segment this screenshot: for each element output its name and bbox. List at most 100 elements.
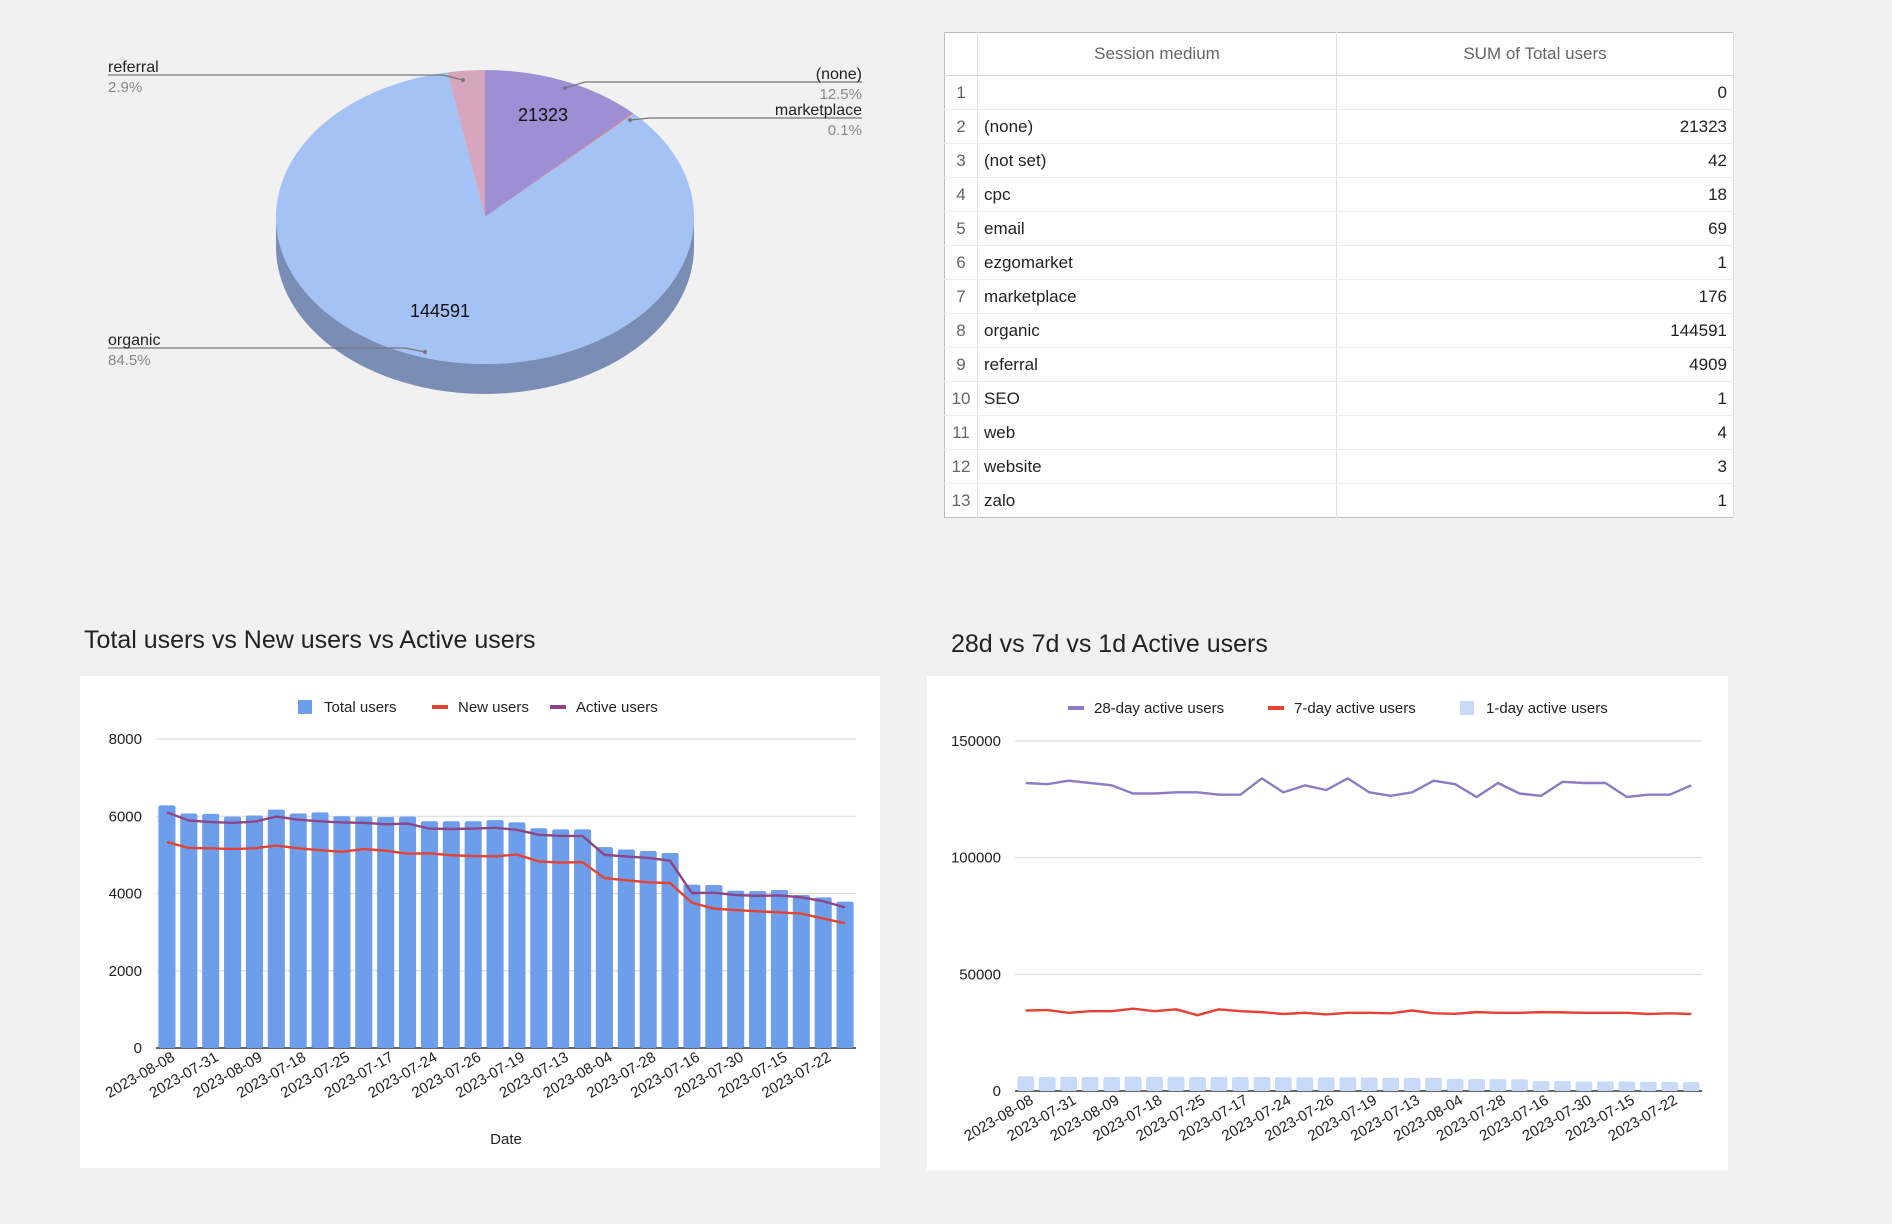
bar-1-day-active-users[interactable] [1382,1077,1400,1091]
bar-total-users[interactable] [639,851,657,1048]
active-users-28d-7d-1d-svg: 0 50000 100000 150000 28-day active users 7-d… [951,700,1702,1145]
bar-total-users[interactable] [464,821,482,1048]
total-users-cell: 4909 [1336,347,1734,382]
total-new-active-svg: 0 2000 4000 6000 8000 Total users New users Act… [103,699,856,1148]
bar-1-day-active-users[interactable] [1532,1081,1550,1091]
bar-total-users[interactable] [814,897,832,1048]
bar-1-day-active-users[interactable] [1425,1077,1443,1091]
column-header-total-users[interactable]: SUM of Total users [1336,32,1734,76]
bar-total-users[interactable] [442,821,460,1048]
bar-total-users[interactable] [530,828,548,1048]
bar-total-users[interactable] [399,816,417,1048]
bar-total-users[interactable] [245,815,263,1048]
bar-total-users[interactable] [705,885,723,1048]
bar-total-users[interactable] [311,812,329,1048]
bar-1-day-active-users[interactable] [1081,1077,1099,1091]
bar-1-day-active-users[interactable] [1317,1077,1335,1091]
table-row[interactable]: 7 marketplace 176 [944,279,1734,314]
bar-total-users[interactable] [267,809,285,1048]
bar-total-users[interactable] [420,821,438,1048]
bar-1-day-active-users[interactable] [1597,1081,1614,1091]
bar-1-day-active-users[interactable] [1575,1081,1593,1091]
bar-total-users[interactable] [683,884,701,1048]
table-row[interactable]: 11 web 4 [944,415,1734,450]
bar-total-users[interactable] [289,813,307,1048]
legend-label-7-day-active-users[interactable]: 7-day active users [1294,700,1416,717]
line-new-users[interactable] [166,840,846,925]
bar-total-users[interactable] [180,813,198,1048]
legend-label-new-users[interactable]: New users [458,699,529,716]
bar-total-users[interactable] [836,901,854,1048]
line-28-day-active-users[interactable] [1025,777,1692,799]
bar-1-day-active-users[interactable] [1124,1076,1142,1091]
table-row[interactable]: 10 SEO 1 [944,381,1734,416]
line-active-users[interactable] [166,811,846,909]
bar-1-day-active-users[interactable] [1060,1076,1078,1091]
bar-total-users[interactable] [508,822,526,1048]
bar-total-users[interactable] [595,847,613,1048]
bar-1-day-active-users[interactable] [1210,1077,1228,1091]
bar-total-users[interactable] [727,890,745,1048]
pie-slice-organic[interactable] [275,72,694,364]
bar-1-day-active-users[interactable] [1554,1081,1571,1091]
bar-total-users[interactable] [158,805,176,1048]
column-header-session-medium[interactable]: Session medium [977,32,1337,76]
table-row[interactable]: 9 referral 4909 [944,347,1734,382]
bar-total-users[interactable] [617,849,635,1048]
bar-1-day-active-users[interactable] [1639,1081,1657,1091]
legend-label-1-day-active-users[interactable]: 1-day active users [1486,700,1608,717]
bar-total-users[interactable] [333,816,351,1048]
bar-1-day-active-users[interactable] [1360,1077,1378,1091]
total-users-cell: 1 [1336,483,1734,518]
table-row[interactable]: 2 (none) 21323 [944,109,1734,144]
table-row[interactable]: 12 website 3 [944,449,1734,484]
bar-1-day-active-users[interactable] [1296,1077,1314,1091]
bar-1-day-active-users[interactable] [1511,1079,1528,1091]
bar-1-day-active-users[interactable] [1038,1076,1056,1091]
bar-1-day-active-users[interactable] [1274,1077,1292,1091]
bar-1-day-active-users[interactable] [1339,1077,1357,1091]
bar-1-day-active-users[interactable] [1189,1077,1206,1091]
bar-total-users[interactable] [792,895,810,1048]
table-row[interactable]: 3 (not set) 42 [944,143,1734,178]
bar-total-users[interactable] [486,820,504,1048]
bar-1-day-active-users[interactable] [1146,1076,1163,1091]
table-row[interactable]: 5 email 69 [944,211,1734,246]
bar-total-users[interactable] [749,891,767,1048]
bar-total-users[interactable] [377,817,395,1048]
bar-1-day-active-users[interactable] [1103,1076,1120,1091]
table-row[interactable]: 8 organic 144591 [944,313,1734,348]
bar-1-day-active-users[interactable] [1489,1079,1507,1091]
bar-total-users[interactable] [661,852,679,1048]
pie-slice-none[interactable] [485,70,633,217]
pie-slice-marketplace[interactable] [485,112,634,217]
line-7-day-active-users[interactable] [1025,1007,1692,1017]
pie-slice-referral[interactable] [447,70,485,217]
bar-total-users[interactable] [202,813,220,1048]
bar-total-users[interactable] [355,816,373,1048]
session-medium-cell: email [977,211,1337,246]
bar-1-day-active-users[interactable] [1682,1082,1700,1091]
bar-1-day-active-users[interactable] [1468,1079,1485,1091]
bar-total-users[interactable] [574,829,592,1048]
table-row[interactable]: 13 zalo 1 [944,483,1734,518]
bar-total-users[interactable] [552,829,570,1048]
row-number: 3 [944,143,978,178]
pie-chart: 21323 144591 (none) 12.5%marketplace 0.1% org… [108,59,862,394]
bar-1-day-active-users[interactable] [1403,1077,1421,1091]
bar-1-day-active-users[interactable] [1618,1081,1636,1091]
bar-total-users[interactable] [770,890,788,1048]
bar-total-users[interactable] [224,816,242,1048]
bar-1-day-active-users[interactable] [1232,1077,1249,1091]
bar-1-day-active-users[interactable] [1253,1077,1271,1091]
bar-1-day-active-users[interactable] [1017,1076,1035,1091]
table-row[interactable]: 6 ezgomarket 1 [944,245,1734,280]
legend-label-active-users[interactable]: Active users [576,699,658,716]
bar-1-day-active-users[interactable] [1167,1076,1185,1091]
legend-label-28-day-active-users[interactable]: 28-day active users [1094,700,1224,717]
bar-1-day-active-users[interactable] [1661,1081,1679,1091]
legend-label-total-users[interactable]: Total users [324,699,397,716]
bar-1-day-active-users[interactable] [1446,1078,1464,1091]
table-row[interactable]: 4 cpc 18 [944,177,1734,212]
